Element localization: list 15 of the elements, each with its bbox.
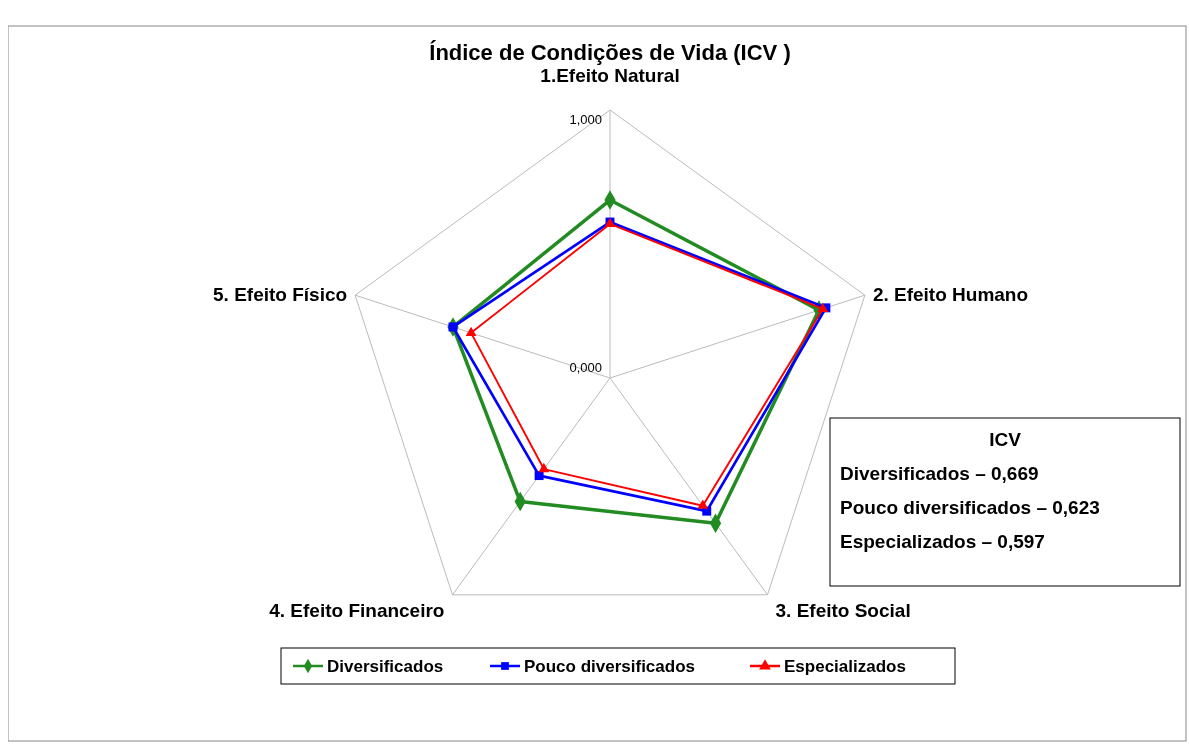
y-tick-label: 0,000 xyxy=(569,360,602,375)
spoke-label: 5. Efeito Físico xyxy=(213,284,348,306)
chart-title: Índice de Condições de Vida (ICV ) xyxy=(429,40,791,65)
spoke-label: 2. Efeito Humano xyxy=(872,284,1029,306)
text: ICV xyxy=(989,429,1022,450)
text: Especializados – 0,597 xyxy=(840,531,1045,552)
spoke-label: 4. Efeito Financeiro xyxy=(269,599,445,621)
y-tick-label: 1,000 xyxy=(569,112,602,127)
spoke-label: 1.Efeito Natural xyxy=(540,65,680,86)
spoke-label: 3. Efeito Social xyxy=(775,599,911,621)
legend-label: Diversificados xyxy=(327,657,444,676)
legend-label: Pouco diversificados xyxy=(524,657,695,676)
text: Diversificados – 0,669 xyxy=(840,463,1039,484)
text: Pouco diversificados – 0,623 xyxy=(840,497,1100,518)
legend-label: Especializados xyxy=(784,657,906,676)
